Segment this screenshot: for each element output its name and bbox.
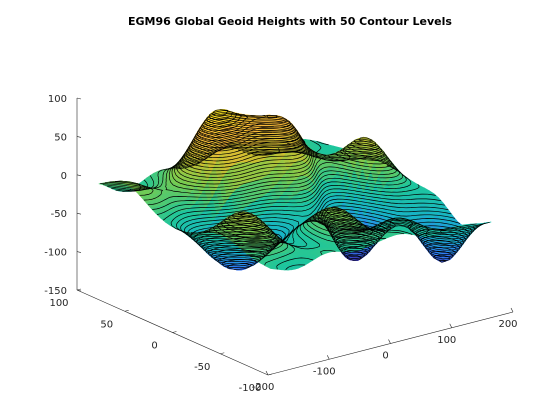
chart-title: EGM96 Global Geoid Heights with 50 Conto… xyxy=(128,15,452,28)
y-tick-mark xyxy=(172,331,177,333)
x-tick-label: 100 xyxy=(437,335,456,346)
contour-level xyxy=(193,120,297,148)
x-tick-label: 200 xyxy=(498,319,517,330)
z-tick-label: 50 xyxy=(54,132,67,143)
x-tick-mark xyxy=(449,323,453,328)
x-tick-mark xyxy=(510,307,514,313)
z-tick-mark xyxy=(76,212,82,215)
contour-level xyxy=(111,138,407,266)
contour-level xyxy=(109,145,392,239)
x-tick-mark xyxy=(265,370,269,376)
y-tick-label: 50 xyxy=(100,319,113,330)
y-tick-mark xyxy=(267,373,273,376)
y-tick-label: 100 xyxy=(49,298,68,309)
contour-level xyxy=(195,118,294,145)
contour-level xyxy=(104,146,395,244)
z-tick-label: -50 xyxy=(51,209,67,220)
z-tick-label: 100 xyxy=(48,94,67,105)
contour-lines xyxy=(100,109,490,271)
z-tick-label: 0 xyxy=(61,171,67,182)
contour-level xyxy=(191,122,299,152)
z-tick-mark xyxy=(76,251,82,253)
contour-level xyxy=(114,143,390,235)
y-tick-mark xyxy=(124,309,129,312)
contour-level xyxy=(200,115,278,135)
contour-level xyxy=(212,109,229,116)
contour-level xyxy=(208,110,233,121)
x-tick-label: 0 xyxy=(382,351,388,362)
x-tick-label: -100 xyxy=(313,366,336,377)
contour-level xyxy=(203,112,242,128)
z-tick-mark xyxy=(76,289,82,292)
x-tick-label: -200 xyxy=(252,382,275,393)
contour-level xyxy=(100,148,398,248)
z-tick-mark xyxy=(76,97,82,100)
contour-level xyxy=(188,126,302,158)
contour-level xyxy=(206,111,238,124)
y-tick-label: -100 xyxy=(239,383,262,394)
y-tick-mark xyxy=(76,288,82,291)
y-tick-label: 0 xyxy=(151,341,157,352)
y-tick-mark xyxy=(220,352,225,355)
contour-level xyxy=(183,132,373,168)
x-tick-mark xyxy=(326,355,330,360)
x-tick-mark xyxy=(388,339,391,344)
z-tick-mark xyxy=(76,174,82,177)
z-tick-mark xyxy=(76,136,82,138)
axis-ticks: -200-1000100200-100-50050100-150-100-500… xyxy=(44,94,517,394)
z-tick-label: -100 xyxy=(44,248,67,259)
contour-level xyxy=(174,141,388,231)
z-tick-label: -150 xyxy=(44,286,67,297)
y-tick-label: -50 xyxy=(194,362,210,373)
